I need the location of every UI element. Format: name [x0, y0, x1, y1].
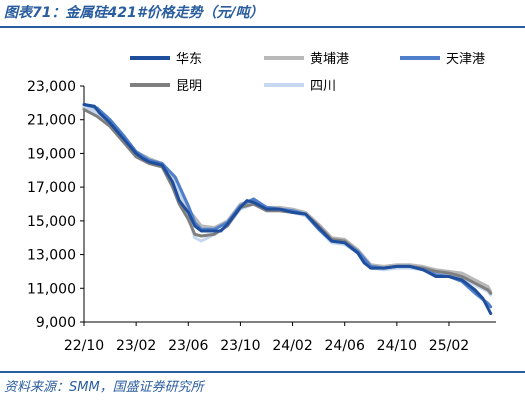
title-rule	[0, 26, 525, 28]
chart-plot: 9,000 11,000 13,000 15,000 17,000 19,000 21,00…	[27, 52, 496, 354]
series-line-1	[82, 103, 493, 316]
source-note: 资料来源：SMM，国盛证券研究所	[4, 380, 204, 395]
figure-title: 图表71：金属硅421#价格走势（元/吨）	[4, 5, 264, 21]
series-line-2	[82, 106, 493, 294]
y-tick-label: 15,000	[27, 214, 76, 230]
x-tick-label: 22/10	[64, 338, 104, 354]
x-tick-label: 23/06	[168, 338, 208, 354]
series-line-4	[82, 108, 493, 295]
series-line-3	[82, 103, 493, 309]
y-tick-label: 9,000	[36, 315, 76, 331]
x-tick-label: 23/10	[220, 338, 260, 354]
source-rule	[0, 371, 525, 373]
x-tick-label: 25/02	[429, 338, 469, 354]
y-tick-label: 11,000	[27, 281, 76, 297]
y-tick-label: 13,000	[27, 248, 76, 264]
legend-label-5: 四川	[310, 79, 336, 94]
y-tick-label: 19,000	[27, 146, 76, 162]
y-tick-label: 17,000	[27, 180, 76, 196]
legend-label-2: 黄埔港	[310, 52, 349, 67]
x-tick-label: 24/10	[377, 338, 417, 354]
x-tick-label: 24/02	[272, 338, 312, 354]
y-tick-label: 23,000	[27, 79, 76, 95]
legend-label-3: 天津港	[446, 52, 485, 67]
legend-label-4: 昆明	[176, 79, 202, 94]
x-tick-label: 24/06	[325, 338, 365, 354]
legend-label-1: 华东	[176, 52, 202, 67]
x-tick-label: 23/02	[116, 338, 156, 354]
y-tick-label: 21,000	[27, 113, 76, 129]
